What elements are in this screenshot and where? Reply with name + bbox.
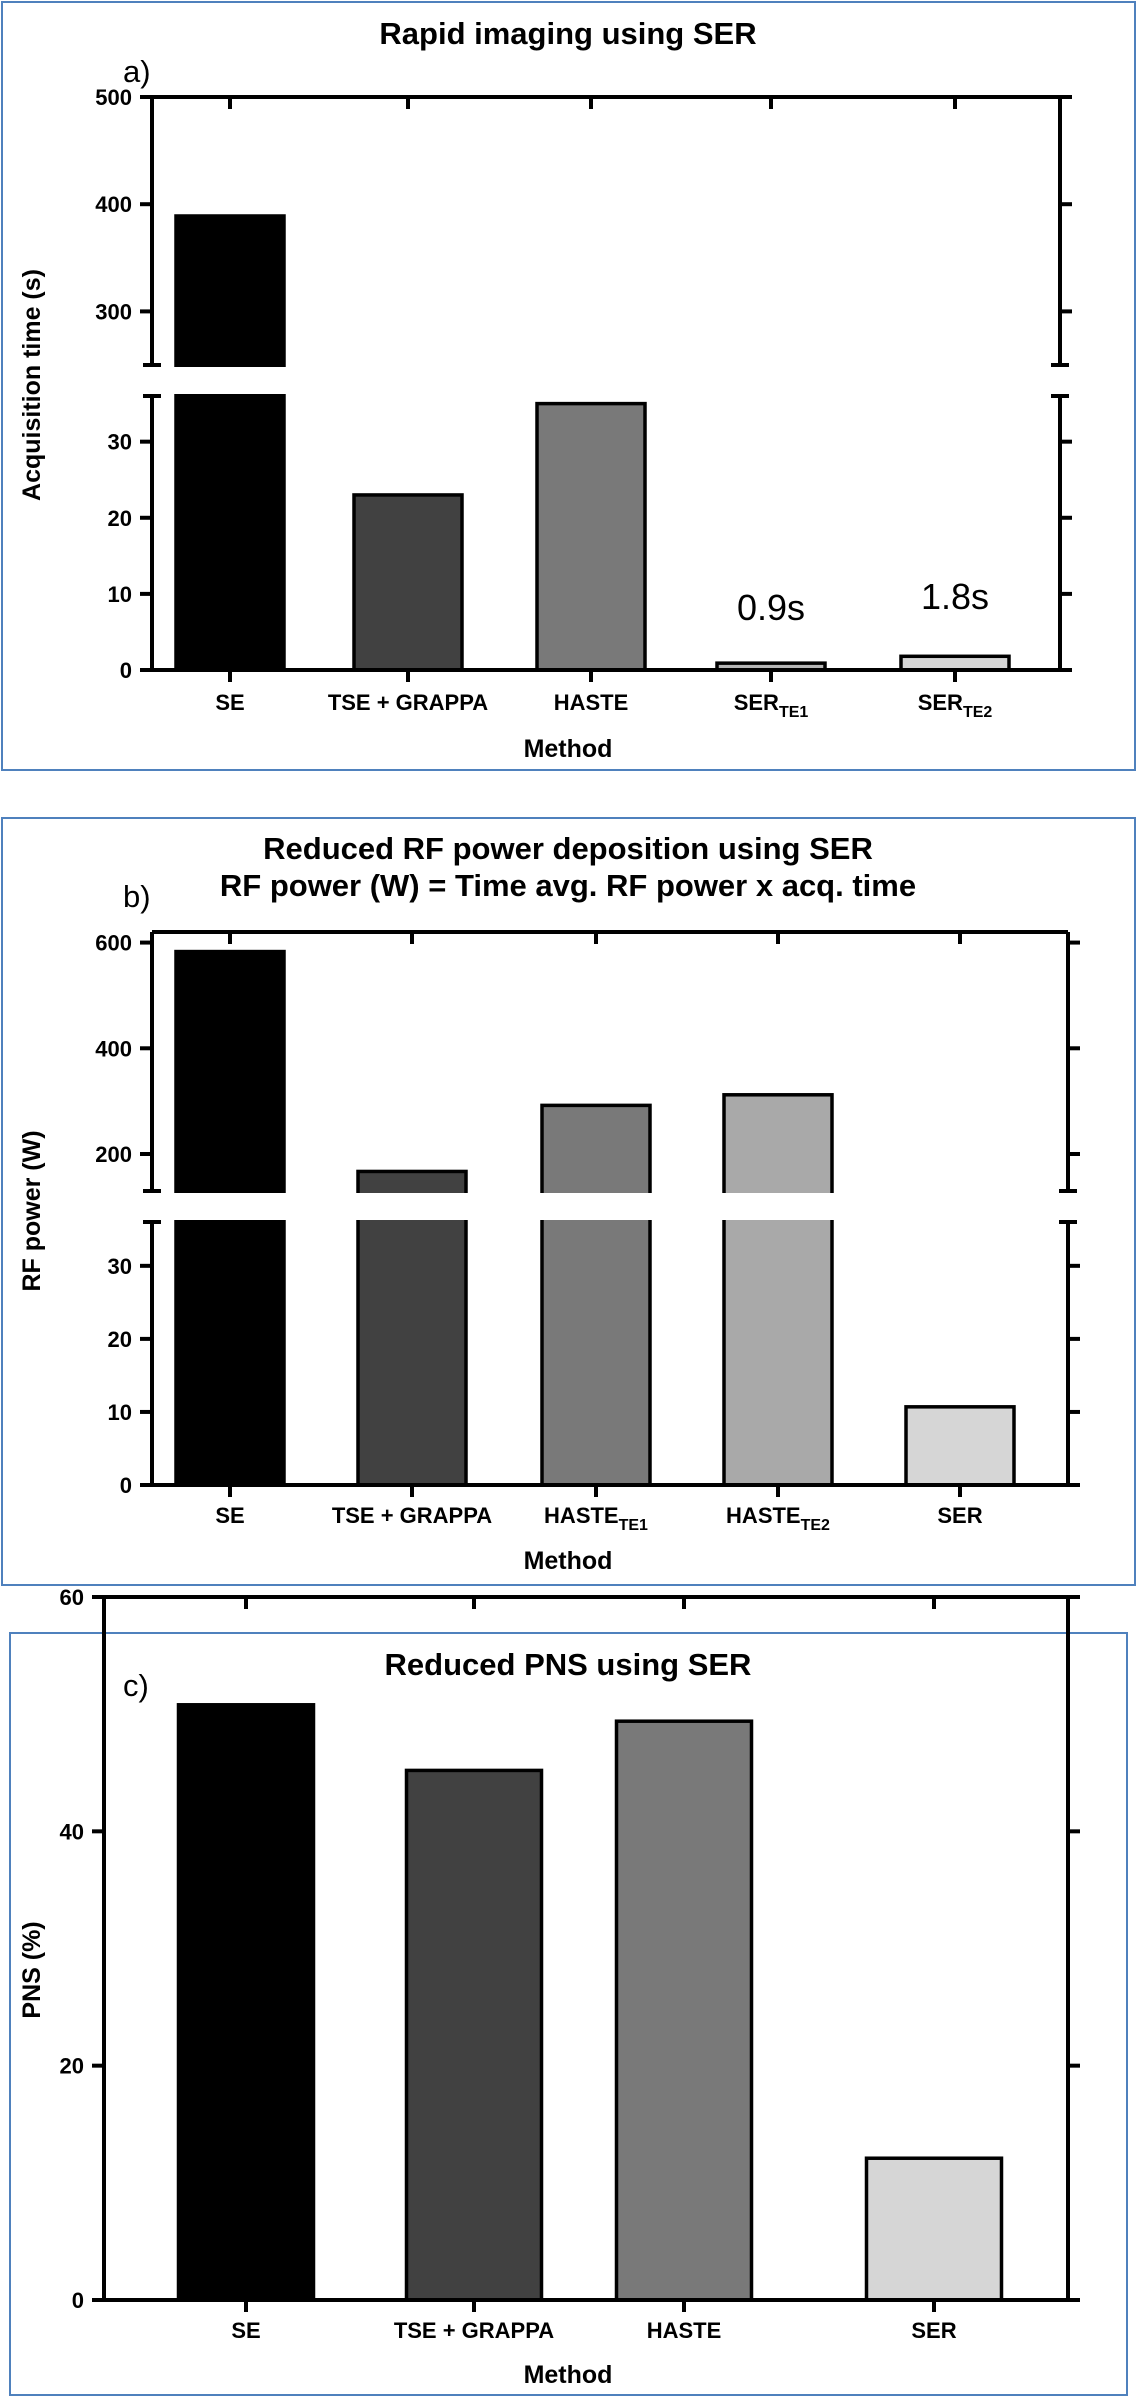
y-tick-label: 60: [60, 1585, 84, 1610]
axis-break-gap: [132, 1193, 1088, 1220]
x-tick-label-4: HASTETE2: [726, 1503, 830, 1534]
y-axis-title: RF power (W): [18, 1130, 46, 1291]
chart-title: Rapid imaging using SER: [379, 16, 756, 51]
axis-break-gap: [132, 367, 1080, 394]
x-tick-label-1: SE: [215, 1503, 244, 1528]
y-tick-label: 30: [108, 1254, 132, 1279]
panel-label: c): [123, 1668, 149, 1703]
panel-frame: [9, 1632, 1128, 2396]
y-tick-label: 600: [95, 931, 132, 956]
x-tick-label-3: HASTE: [554, 690, 629, 715]
y-axis-title: Acquisition time (s): [18, 269, 46, 501]
y-tick-label: 400: [95, 1036, 132, 1061]
y-tick-label: 40: [60, 1819, 84, 1844]
x-tick-label-4: SERTE1: [734, 690, 809, 721]
y-tick-label: 20: [108, 1327, 132, 1352]
x-tick-label-1: SE: [231, 2318, 260, 2343]
chart-panel-a: Rapid imaging using SER a) 0 10 20 30 300 400 50…: [1, 1, 1136, 771]
x-tick-label-1-main: SE: [215, 1503, 244, 1528]
chart-title: Reduced RF power deposition using SER: [263, 831, 873, 866]
y-tick-label: 20: [108, 506, 132, 531]
bar-5: [899, 654, 1011, 672]
x-tick-label-5-subscript: TE2: [963, 704, 992, 721]
y-tick-label: 30: [108, 430, 132, 455]
y-tick-label: 400: [95, 192, 132, 217]
x-tick-label-4-main: SER: [734, 690, 779, 715]
bar-3: [614, 1719, 754, 2302]
bar-1: [174, 214, 286, 672]
y-tick-label: 500: [95, 85, 132, 110]
x-tick-label-5-main: SER: [937, 1503, 982, 1528]
x-axis-title: Method: [524, 1547, 613, 1575]
x-tick-label-1-main: SE: [231, 2318, 260, 2343]
x-tick-label-3: HASTETE1: [544, 1503, 648, 1534]
x-tick-label-5-main: SER: [918, 690, 963, 715]
x-tick-label-5: SERTE2: [918, 690, 993, 721]
x-tick-label-2-main: TSE + GRAPPA: [394, 2318, 554, 2343]
x-tick-label-2: TSE + GRAPPA: [332, 1503, 492, 1528]
chart-title: Reduced PNS using SER: [385, 1647, 752, 1682]
panel-frame: [1, 1, 1136, 771]
y-tick-label: 10: [108, 1400, 132, 1425]
x-tick-label-3-main: HASTE: [647, 2318, 722, 2343]
x-tick-label-3-main: HASTE: [544, 1503, 619, 1528]
x-axis-title: Method: [524, 2361, 613, 2389]
y-tick-label: 200: [95, 1142, 132, 1167]
y-tick-label: 0: [120, 658, 132, 683]
x-tick-label-2: TSE + GRAPPA: [394, 2318, 554, 2343]
x-tick-label-4-subscript: TE1: [779, 704, 808, 721]
y-axis-title: PNS (%): [18, 1921, 46, 2018]
panel-label: b): [123, 879, 151, 914]
y-tick-label: 0: [72, 2288, 84, 2313]
x-tick-label-4-main: HASTE: [726, 1503, 801, 1528]
x-tick-label-1: SE: [215, 690, 244, 715]
panel-frame: [1, 817, 1136, 1586]
bar-5: [904, 1405, 1016, 1487]
x-tick-label-1-main: SE: [215, 690, 244, 715]
x-tick-label-3-main: HASTE: [554, 690, 629, 715]
x-axis-title: Method: [524, 735, 613, 763]
x-tick-label-2: TSE + GRAPPA: [328, 690, 488, 715]
x-tick-label-4-main: SER: [911, 2318, 956, 2343]
bar-annotation: 1.8s: [921, 576, 989, 617]
y-tick-label: 10: [108, 582, 132, 607]
chart-panel-b: Reduced RF power deposition using SERRF …: [1, 817, 1136, 1586]
bar-4: [864, 2156, 1004, 2302]
x-tick-label-2-main: TSE + GRAPPA: [332, 1503, 492, 1528]
panel-label: a): [123, 54, 151, 89]
bar-4: [722, 1093, 834, 1487]
x-tick-label-5: SER: [937, 1503, 982, 1528]
x-tick-label-3-subscript: TE1: [619, 1517, 648, 1534]
chart-panel-c: Reduced PNS using SER c) 0 20 40 60 SE TSE + GR…: [9, 1585, 1128, 2396]
x-tick-label-4-subscript: TE2: [801, 1517, 830, 1534]
y-tick-label: 20: [60, 2054, 84, 2079]
y-tick-label: 300: [95, 299, 132, 324]
x-tick-label-2-main: TSE + GRAPPA: [328, 690, 488, 715]
chart-subtitle: RF power (W) = Time avg. RF power x acq.…: [220, 868, 916, 903]
bar-annotation: 0.9s: [737, 587, 805, 628]
bar-3: [540, 1103, 652, 1487]
bar-2: [404, 1768, 544, 2302]
bar-1: [176, 1703, 316, 2302]
x-tick-label-4: SER: [911, 2318, 956, 2343]
bar-2: [352, 493, 464, 672]
bar-3: [535, 401, 647, 672]
y-tick-label: 0: [120, 1473, 132, 1498]
x-tick-label-3: HASTE: [647, 2318, 722, 2343]
